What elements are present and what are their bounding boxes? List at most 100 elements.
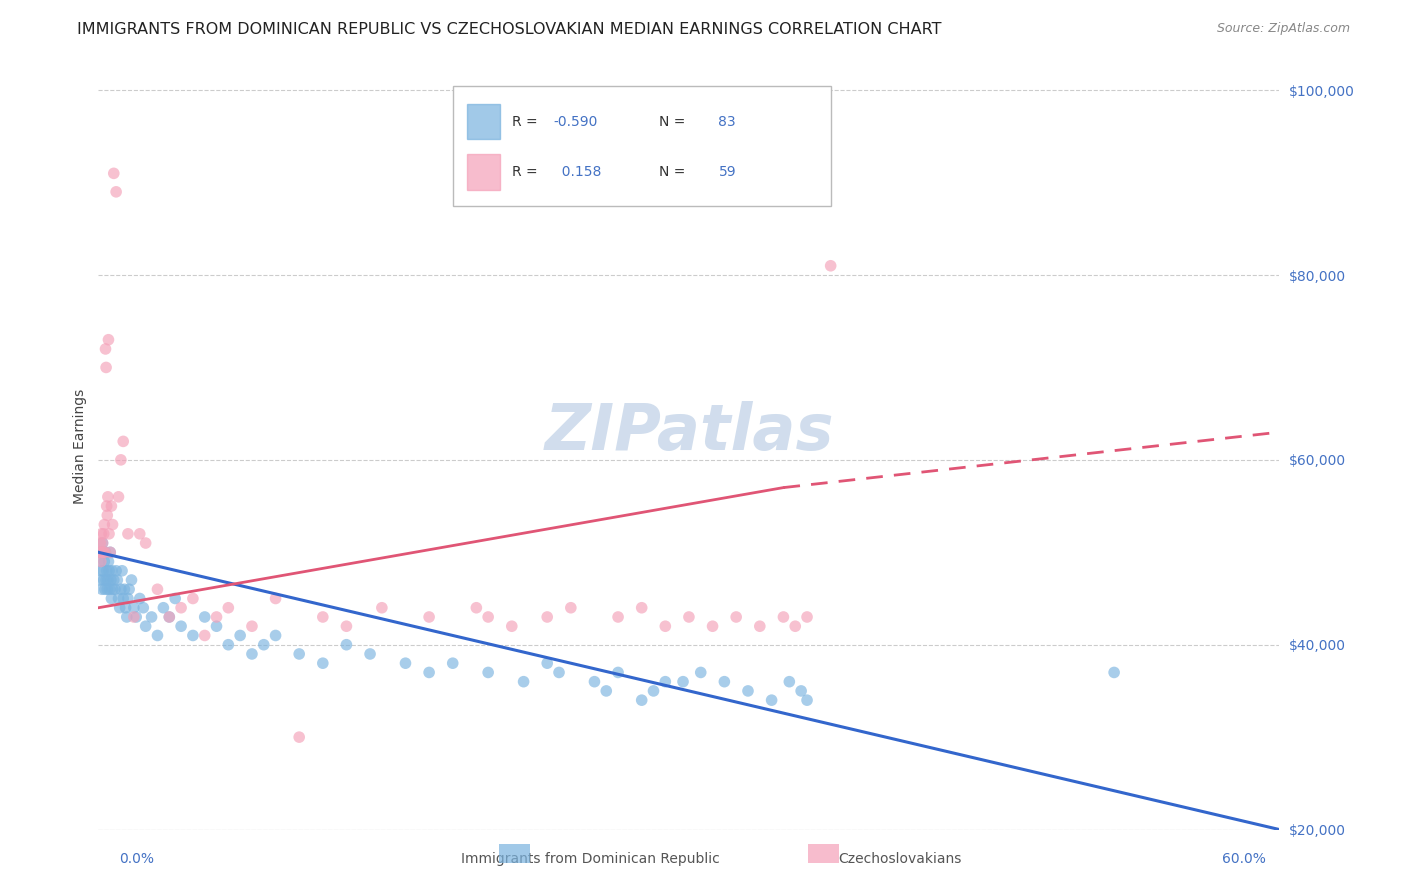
Text: ZIPatlas: ZIPatlas: [544, 401, 834, 463]
Point: [181, 628, 204, 642]
Point: [654, 619, 676, 633]
Point: [465, 600, 488, 615]
Point: [97, 490, 120, 504]
FancyBboxPatch shape: [453, 86, 831, 206]
Point: [94, 582, 117, 597]
Point: [146, 582, 169, 597]
Point: [91, 536, 114, 550]
Y-axis label: Median Earnings: Median Earnings: [73, 388, 87, 504]
Point: [90, 555, 112, 569]
Point: [117, 526, 139, 541]
Point: [194, 628, 217, 642]
Point: [93, 526, 115, 541]
Point: [725, 610, 748, 624]
Point: [170, 600, 193, 615]
Point: [93, 555, 115, 569]
Point: [110, 453, 132, 467]
Point: [103, 166, 125, 180]
Point: [105, 185, 128, 199]
Point: [165, 591, 187, 606]
Point: [98, 545, 121, 559]
Point: [217, 600, 239, 615]
Point: [312, 656, 335, 670]
Point: [335, 638, 357, 652]
Point: [335, 619, 357, 633]
Point: [91, 582, 114, 597]
Point: [108, 600, 131, 615]
Text: R =: R =: [512, 165, 541, 179]
Point: [477, 610, 499, 624]
Point: [253, 638, 276, 652]
Point: [501, 619, 523, 633]
Point: [170, 619, 193, 633]
Text: Immigrants from Dominican Republic: Immigrants from Dominican Republic: [461, 852, 720, 866]
Point: [107, 490, 129, 504]
Point: [128, 526, 150, 541]
Point: [100, 573, 122, 587]
Point: [654, 674, 676, 689]
Point: [418, 610, 440, 624]
Point: [94, 545, 117, 559]
Point: [91, 545, 114, 559]
Bar: [467, 154, 501, 190]
Point: [114, 600, 136, 615]
Point: [157, 610, 180, 624]
Point: [93, 517, 115, 532]
Point: [90, 545, 112, 559]
Point: [100, 499, 122, 513]
Point: [97, 555, 120, 569]
Point: [548, 665, 571, 680]
Point: [89, 536, 111, 550]
Point: [790, 684, 813, 698]
Point: [761, 693, 783, 707]
Point: [205, 610, 228, 624]
Point: [90, 564, 112, 578]
Point: [94, 545, 117, 559]
Point: [122, 600, 145, 615]
Point: [98, 582, 121, 597]
Point: [194, 610, 217, 624]
Point: [240, 619, 263, 633]
Point: [312, 610, 335, 624]
Point: [90, 526, 112, 541]
Point: [117, 591, 139, 606]
Point: [111, 564, 134, 578]
Point: [689, 665, 711, 680]
Point: [96, 582, 118, 597]
Point: [91, 564, 114, 578]
Point: [607, 665, 630, 680]
Point: [91, 536, 114, 550]
Point: [477, 665, 499, 680]
Point: [1102, 665, 1125, 680]
Text: 83: 83: [718, 114, 737, 128]
Bar: [467, 104, 501, 139]
Point: [359, 647, 381, 661]
Point: [98, 564, 121, 578]
Point: [643, 684, 665, 698]
Point: [583, 674, 606, 689]
Point: [103, 573, 125, 587]
Point: [115, 610, 138, 624]
Point: [105, 564, 128, 578]
Point: [394, 656, 416, 670]
Point: [122, 610, 145, 624]
Point: [110, 582, 132, 597]
Point: [536, 656, 558, 670]
Point: [89, 545, 111, 559]
Point: [128, 591, 150, 606]
Point: [785, 619, 807, 633]
Point: [820, 259, 842, 273]
Point: [672, 674, 695, 689]
Point: [595, 684, 617, 698]
Point: [91, 545, 114, 559]
Point: [96, 508, 118, 523]
Point: [118, 582, 141, 597]
Point: [132, 600, 155, 615]
Text: Source: ZipAtlas.com: Source: ZipAtlas.com: [1216, 22, 1350, 36]
Point: [229, 628, 252, 642]
Point: [371, 600, 394, 615]
Text: 0.158: 0.158: [553, 165, 602, 179]
Point: [264, 628, 287, 642]
Point: [181, 591, 204, 606]
Text: N =: N =: [659, 165, 690, 179]
